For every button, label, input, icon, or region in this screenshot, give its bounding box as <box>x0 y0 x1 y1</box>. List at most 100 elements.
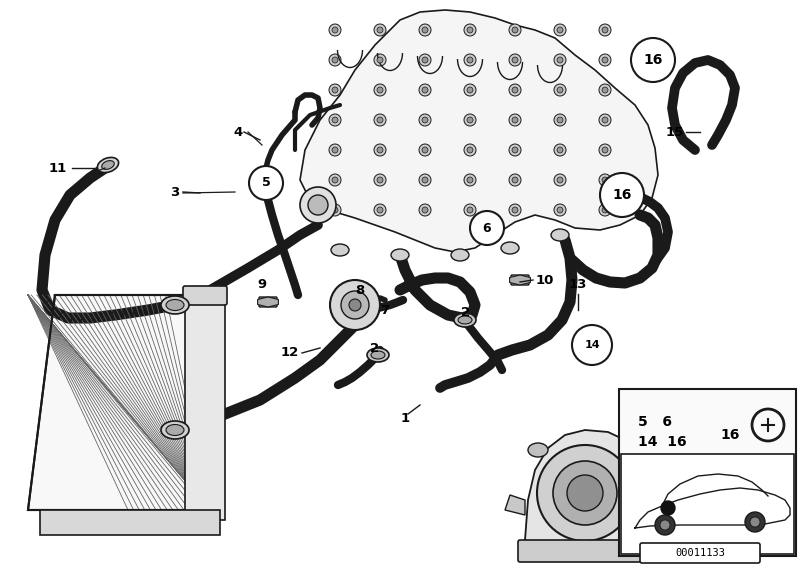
Polygon shape <box>510 275 531 285</box>
Circle shape <box>554 204 566 216</box>
Circle shape <box>377 207 383 213</box>
Circle shape <box>557 87 563 93</box>
Text: 13: 13 <box>569 279 587 292</box>
Circle shape <box>602 27 608 33</box>
Circle shape <box>602 177 608 183</box>
FancyBboxPatch shape <box>619 389 796 556</box>
Circle shape <box>332 117 338 123</box>
Circle shape <box>467 147 473 153</box>
Circle shape <box>599 204 611 216</box>
Circle shape <box>655 515 675 535</box>
Circle shape <box>467 207 473 213</box>
Circle shape <box>467 177 473 183</box>
Circle shape <box>329 84 341 96</box>
FancyBboxPatch shape <box>518 540 662 562</box>
Text: 1: 1 <box>400 411 410 424</box>
Circle shape <box>599 54 611 66</box>
Circle shape <box>509 204 521 216</box>
Text: 10: 10 <box>536 273 555 286</box>
Circle shape <box>464 204 476 216</box>
Polygon shape <box>257 297 278 307</box>
Circle shape <box>660 520 670 530</box>
Ellipse shape <box>528 443 548 457</box>
Circle shape <box>249 166 283 200</box>
Circle shape <box>419 54 431 66</box>
Circle shape <box>467 27 473 33</box>
Circle shape <box>374 114 386 126</box>
Circle shape <box>599 114 611 126</box>
Circle shape <box>419 114 431 126</box>
Text: 2: 2 <box>371 341 380 354</box>
Circle shape <box>419 204 431 216</box>
Circle shape <box>557 177 563 183</box>
Circle shape <box>470 211 504 245</box>
Polygon shape <box>525 430 650 558</box>
Circle shape <box>631 38 675 82</box>
Circle shape <box>557 147 563 153</box>
Circle shape <box>464 144 476 156</box>
Circle shape <box>512 147 518 153</box>
Circle shape <box>332 27 338 33</box>
Text: 4: 4 <box>233 125 243 138</box>
Circle shape <box>377 177 383 183</box>
Circle shape <box>750 517 760 527</box>
Circle shape <box>599 84 611 96</box>
Text: 15: 15 <box>666 125 684 138</box>
Circle shape <box>329 204 341 216</box>
Circle shape <box>509 144 521 156</box>
Circle shape <box>349 299 361 311</box>
Circle shape <box>329 174 341 186</box>
Text: 14: 14 <box>584 340 600 350</box>
Ellipse shape <box>551 229 569 241</box>
Circle shape <box>422 27 428 33</box>
Circle shape <box>377 117 383 123</box>
Circle shape <box>554 114 566 126</box>
Circle shape <box>554 174 566 186</box>
Circle shape <box>377 87 383 93</box>
Circle shape <box>332 177 338 183</box>
Text: 14  16: 14 16 <box>638 435 686 449</box>
Ellipse shape <box>451 249 469 261</box>
Circle shape <box>419 84 431 96</box>
Circle shape <box>512 177 518 183</box>
Ellipse shape <box>97 158 118 172</box>
Circle shape <box>332 57 338 63</box>
Circle shape <box>567 475 603 511</box>
Ellipse shape <box>331 244 349 256</box>
Circle shape <box>602 147 608 153</box>
Circle shape <box>557 27 563 33</box>
Circle shape <box>422 177 428 183</box>
Circle shape <box>599 24 611 36</box>
Circle shape <box>330 280 380 330</box>
Circle shape <box>554 84 566 96</box>
Text: 8: 8 <box>356 284 364 297</box>
Text: 5   6: 5 6 <box>638 415 672 429</box>
Circle shape <box>422 87 428 93</box>
Ellipse shape <box>161 296 189 314</box>
Text: 00011133: 00011133 <box>675 548 725 558</box>
Circle shape <box>512 27 518 33</box>
Ellipse shape <box>371 351 385 359</box>
Circle shape <box>509 24 521 36</box>
Circle shape <box>332 207 338 213</box>
Text: 16: 16 <box>721 428 740 442</box>
Text: 16: 16 <box>612 188 632 202</box>
Ellipse shape <box>166 424 184 436</box>
Ellipse shape <box>101 160 114 170</box>
Circle shape <box>602 117 608 123</box>
Circle shape <box>374 174 386 186</box>
Circle shape <box>332 87 338 93</box>
Circle shape <box>554 54 566 66</box>
Polygon shape <box>300 10 658 252</box>
FancyBboxPatch shape <box>621 454 794 554</box>
Ellipse shape <box>454 313 476 327</box>
Text: 11: 11 <box>49 162 67 175</box>
Circle shape <box>512 207 518 213</box>
Ellipse shape <box>625 443 645 457</box>
Polygon shape <box>185 295 225 520</box>
Circle shape <box>512 117 518 123</box>
Circle shape <box>300 187 336 223</box>
Circle shape <box>509 84 521 96</box>
Circle shape <box>419 174 431 186</box>
Circle shape <box>557 57 563 63</box>
